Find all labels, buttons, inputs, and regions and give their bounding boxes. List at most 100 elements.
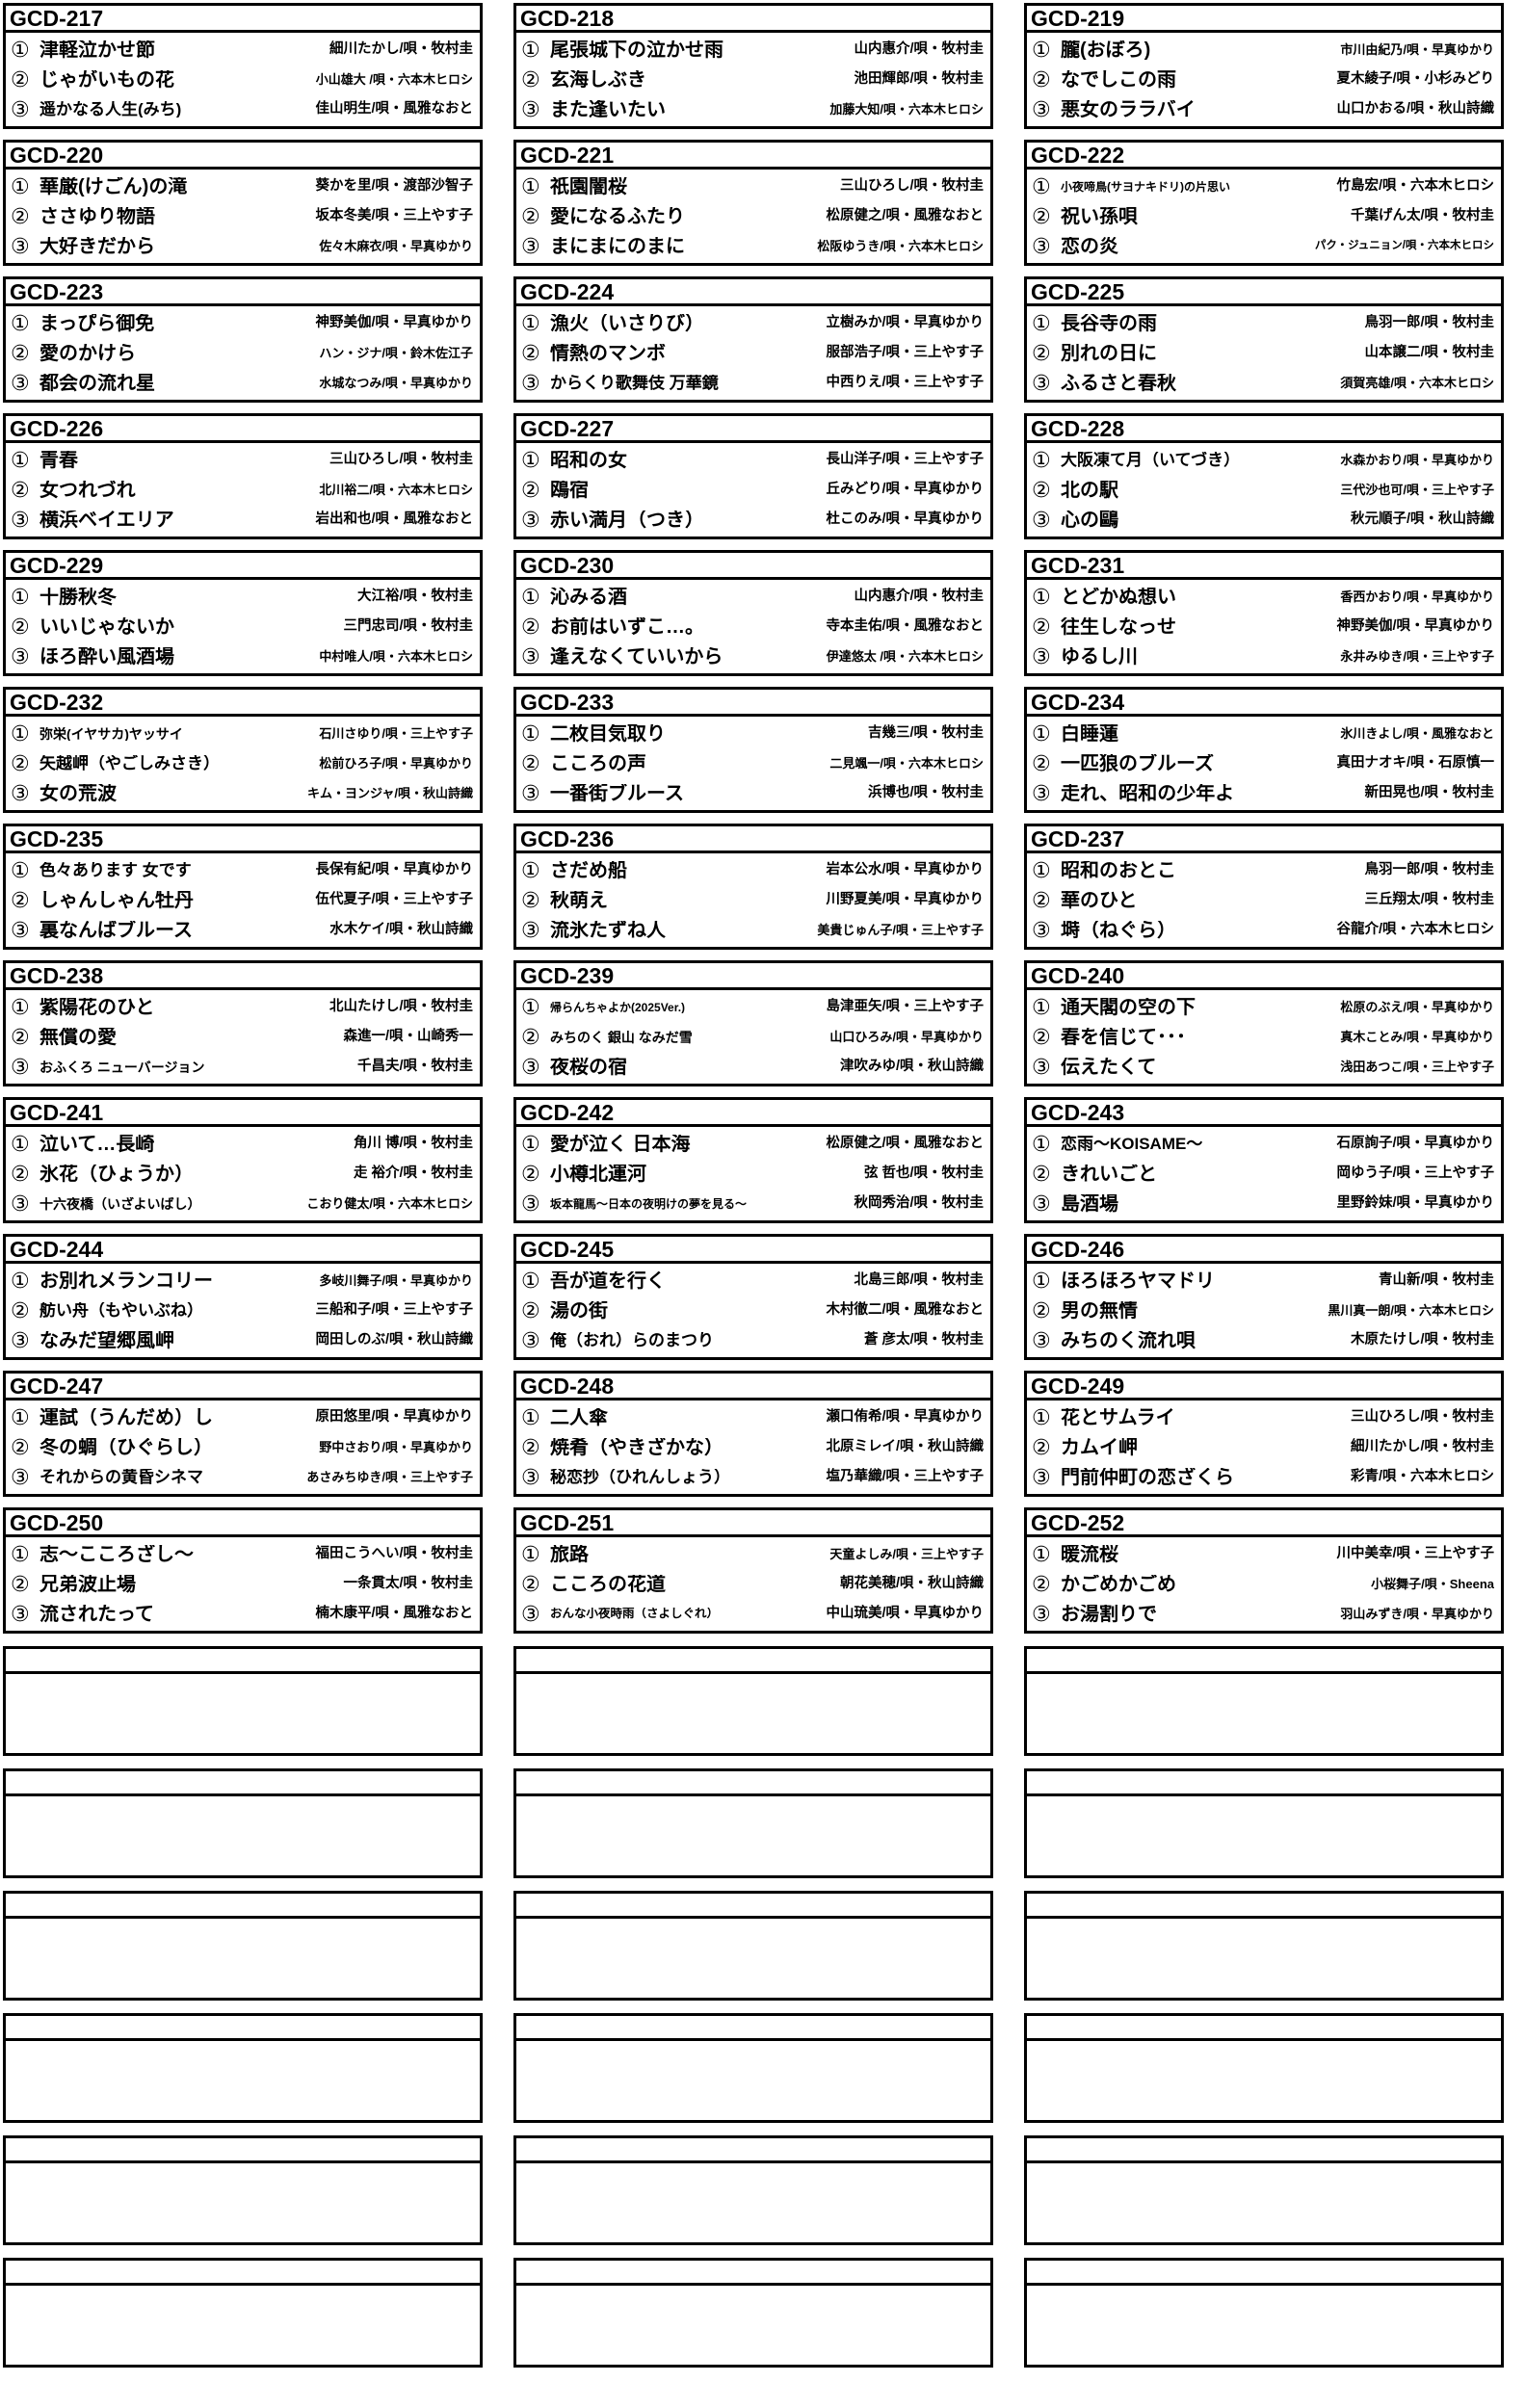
track-number: ③ — [11, 507, 30, 532]
track-number: ① — [521, 1268, 540, 1293]
track-number: ② — [521, 750, 540, 775]
track-artist: パク・ジュニョン/唄・六本木ヒロシ — [1314, 239, 1494, 251]
card-id: GCD-222 — [1027, 143, 1501, 170]
track-title: 泣いて…長崎 — [39, 1134, 155, 1154]
track-artist: 黒川真一朗/唄・六本木ヒロシ — [1328, 1303, 1494, 1318]
track-artist: 中山琉美/唄・早真ゆかり — [826, 1606, 984, 1622]
track-artist: 水木ケイ/唄・秋山詩織 — [329, 922, 473, 938]
track-artist: 浜博也/唄・牧村圭 — [867, 785, 984, 801]
track-title: 愛になるふたり — [550, 206, 685, 226]
track-artist: 杜このみ/唄・早真ゆかり — [826, 511, 984, 528]
track-title: 長谷寺の雨 — [1061, 313, 1157, 333]
track-row: ③ ふるさと春秋 須賀亮雄/唄・六本木ヒロシ — [1032, 368, 1494, 398]
track-row: ③ 坂本龍馬～日本の夜明けの夢を見る～ 秋岡秀治/唄・牧村圭 — [521, 1189, 984, 1218]
track-number: ② — [1032, 203, 1051, 228]
track-number: ② — [521, 1161, 540, 1186]
track-row: ① 弥栄(イヤサカ)ヤッサイ 石川さゆり/唄・三上やす子 — [11, 719, 473, 748]
track-artist: 水森かおり/唄・早真ゆかり — [1340, 453, 1494, 467]
track-row: ② しゃんしゃん牡丹 伍代夏子/唄・三上やす子 — [11, 885, 473, 915]
track-artist: 谷龍介/唄・六本木ヒロシ — [1336, 922, 1494, 938]
track-row: ① 志～こころざし～ 福田こうへい/唄・牧村圭 — [11, 1539, 473, 1569]
card-id: GCD-227 — [516, 416, 990, 443]
track-title: お湯割りで — [1061, 1604, 1157, 1624]
card-id: GCD-243 — [1027, 1100, 1501, 1127]
track-artist: あさみちゆき/唄・三上やす子 — [306, 1470, 473, 1484]
cd-card: GCD-223 ① まっぴら御免 神野美伽/唄・早真ゆかり ② 愛のかけら ハン… — [3, 276, 483, 403]
card-id: GCD-252 — [1027, 1510, 1501, 1537]
track-title: 往生しなっせ — [1061, 616, 1176, 637]
track-artist: 福田こうへい/唄・牧村圭 — [315, 1546, 473, 1562]
track-number: ① — [11, 1268, 30, 1293]
track-list: ① 恋雨～KOISAME～ 石原詢子/唄・早真ゆかり ② きれいごと 岡ゆう子/… — [1027, 1127, 1501, 1220]
track-number: ① — [1032, 447, 1051, 472]
track-row: ② 北の駅 三代沙也可/唄・三上やす子 — [1032, 475, 1494, 505]
card-id: GCD-217 — [6, 6, 480, 33]
track-number: ② — [11, 1161, 30, 1186]
blank-card-header — [6, 2138, 480, 2163]
track-number: ② — [521, 1297, 540, 1322]
track-title: 氷花（ひょうか） — [39, 1164, 194, 1184]
track-title: 裏なんばブルース — [39, 920, 193, 940]
card-id: GCD-235 — [6, 826, 480, 853]
track-artist: 羽山みずき/唄・早真ゆかり — [1340, 1607, 1494, 1621]
track-artist: 川中美幸/唄・三上やす子 — [1336, 1546, 1494, 1562]
track-artist: 小山雄大 /唄・六本木ヒロシ — [315, 72, 473, 87]
blank-card — [513, 1891, 993, 2001]
track-title: からくり歌舞伎 万華鏡 — [550, 375, 719, 391]
track-row: ① 色々あります 女です 長保有紀/唄・早真ゆかり — [11, 855, 473, 885]
blank-card-header — [516, 2138, 990, 2163]
cd-card: GCD-228 ① 大阪凍て月（いてづき） 水森かおり/唄・早真ゆかり ② 北の… — [1024, 413, 1504, 539]
blank-card-header — [6, 2016, 480, 2041]
track-number: ① — [521, 1404, 540, 1429]
track-title: 玄海しぶき — [550, 69, 646, 90]
track-row: ② きれいごと 岡ゆう子/唄・三上やす子 — [1032, 1159, 1494, 1189]
track-artist: 森進一/唄・山崎秀一 — [343, 1029, 473, 1045]
track-row: ② 愛のかけら ハン・ジナ/唄・鈴木佐江子 — [11, 338, 473, 368]
track-artist: 真木ことみ/唄・早真ゆかり — [1340, 1030, 1494, 1044]
blank-card — [513, 2013, 993, 2123]
track-artist: 彩青/唄・六本木ヒロシ — [1350, 1469, 1494, 1485]
track-number: ③ — [521, 1054, 540, 1079]
cd-card: GCD-252 ① 暖流桜 川中美幸/唄・三上やす子 ② かごめかごめ 小桜舞子… — [1024, 1507, 1504, 1634]
track-artist: 寺本圭佑/唄・風雅なおと — [826, 618, 984, 635]
track-title: おふくろ ニューバージョン — [39, 1060, 205, 1074]
blank-card-header — [6, 1649, 480, 1674]
track-artist: 石原詢子/唄・早真ゆかり — [1336, 1136, 1494, 1152]
track-title: ふるさと春秋 — [1061, 373, 1176, 393]
track-artist: 長保有紀/唄・早真ゆかり — [315, 862, 473, 878]
track-title: じゃがいもの花 — [39, 69, 174, 90]
track-row: ③ 恋の炎 パク・ジュニョン/唄・六本木ヒロシ — [1032, 231, 1494, 261]
track-title: 心の鷗 — [1061, 510, 1118, 530]
track-number: ③ — [1032, 370, 1051, 395]
track-number: ② — [1032, 750, 1051, 775]
track-artist: 松原健之/唄・風雅なおと — [826, 208, 984, 224]
track-number: ① — [11, 310, 30, 335]
blank-card-body — [516, 2041, 990, 2120]
card-id: GCD-225 — [1027, 279, 1501, 306]
track-number: ③ — [11, 1327, 30, 1352]
track-artist: 山内惠介/唄・牧村圭 — [854, 589, 984, 605]
track-title: 恋の炎 — [1061, 236, 1118, 256]
track-artist: 池田輝郎/唄・牧村圭 — [854, 71, 984, 88]
track-title: カムイ岬 — [1061, 1437, 1138, 1457]
track-number: ③ — [1032, 780, 1051, 805]
track-row: ② 女つれづれ 北川裕二/唄・六本木ヒロシ — [11, 475, 473, 505]
track-artist: 秋元順子/唄・秋山詩織 — [1350, 511, 1494, 528]
track-title: まにまにのまに — [550, 236, 685, 256]
track-artist: 北山たけし/唄・牧村圭 — [329, 999, 473, 1015]
track-row: ② 男の無情 黒川真一朗/唄・六本木ヒロシ — [1032, 1296, 1494, 1325]
track-number: ② — [521, 477, 540, 502]
track-title: 門前仲町の恋ざくら — [1061, 1467, 1234, 1487]
track-artist: 津吹みゆ/唄・秋山詩織 — [839, 1059, 984, 1075]
track-title: 祇園闇桜 — [550, 176, 627, 196]
track-list: ① 二枚目気取り 吉幾三/唄・牧村圭 ② こころの声 二見颯一/唄・六本木ヒロシ… — [516, 717, 990, 810]
track-artist: 走 裕介/唄・牧村圭 — [353, 1165, 473, 1182]
blank-card — [1024, 2258, 1504, 2368]
card-id: GCD-228 — [1027, 416, 1501, 443]
track-artist: 伍代夏子/唄・三上やす子 — [315, 892, 473, 908]
blank-card-header — [1027, 1771, 1501, 1796]
track-row: ③ 遥かなる人生(みち) 佳山明生/唄・風雅なおと — [11, 94, 473, 124]
track-artist: 角川 博/唄・牧村圭 — [353, 1136, 473, 1152]
track-title: 吾が道を行く — [550, 1270, 666, 1291]
track-title: おんな小夜時雨（さよしぐれ） — [550, 1608, 720, 1620]
